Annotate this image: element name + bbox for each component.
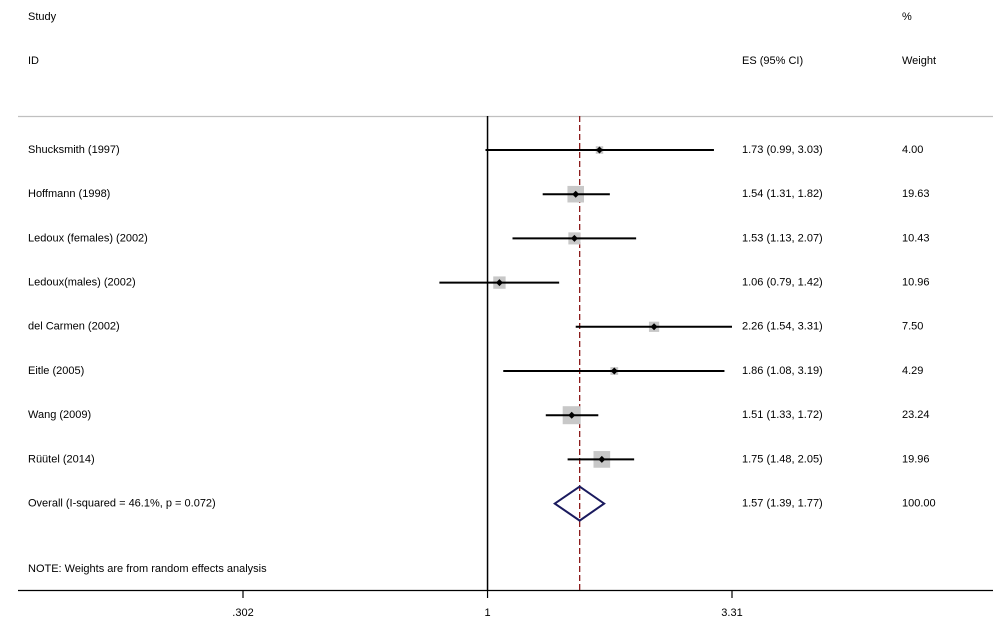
point-estimate — [610, 367, 618, 375]
study-name: Ledoux (females) (2002) — [28, 232, 148, 244]
x-tick-label: 3.31 — [721, 607, 742, 619]
es-ci-value: 1.75 (1.48, 2.05) — [742, 453, 823, 465]
x-tick-label: 1 — [484, 607, 490, 619]
es-ci-value: 1.53 (1.13, 2.07) — [742, 232, 823, 244]
es-ci-value: 1.54 (1.31, 1.82) — [742, 188, 823, 200]
point-estimate — [495, 279, 503, 287]
weight-value: 10.96 — [902, 277, 930, 289]
percent-header: % — [902, 11, 912, 23]
point-estimate — [650, 323, 658, 331]
point-estimate — [595, 146, 603, 154]
weight-value: 4.29 — [902, 365, 923, 377]
overall-es-ci-value: 1.57 (1.39, 1.77) — [742, 498, 823, 510]
es-ci-value: 2.26 (1.54, 3.31) — [742, 321, 823, 333]
study-name: Rüütel (2014) — [28, 453, 95, 465]
overall-weight-value: 100.00 — [902, 498, 936, 510]
weight-column-header: Weight — [902, 55, 937, 67]
point-estimate — [570, 234, 578, 242]
x-tick-label: .302 — [232, 607, 253, 619]
weight-value: 4.00 — [902, 144, 923, 156]
point-estimate — [572, 190, 580, 198]
study-name: Shucksmith (1997) — [28, 144, 120, 156]
overall-diamond — [553, 485, 606, 522]
study-name: Ledoux(males) (2002) — [28, 277, 136, 289]
es-ci-value: 1.51 (1.33, 1.72) — [742, 409, 823, 421]
es-ci-value: 1.86 (1.08, 3.19) — [742, 365, 823, 377]
study-name: Wang (2009) — [28, 409, 91, 421]
weight-value: 7.50 — [902, 321, 923, 333]
weight-value: 19.63 — [902, 188, 930, 200]
weight-value: 19.96 — [902, 453, 930, 465]
study-name: Eitle (2005) — [28, 365, 84, 377]
es-ci-value: 1.73 (0.99, 3.03) — [742, 144, 823, 156]
overall-label: Overall (I-squared = 46.1%, p = 0.072) — [28, 498, 216, 510]
point-estimate — [568, 411, 576, 419]
id-column-header: ID — [28, 55, 39, 67]
point-estimate — [598, 455, 606, 463]
study-name: Hoffmann (1998) — [28, 188, 110, 200]
study-name: del Carmen (2002) — [28, 321, 120, 333]
weight-value: 10.43 — [902, 232, 930, 244]
footnote: NOTE: Weights are from random effects an… — [28, 563, 267, 575]
weight-value: 23.24 — [902, 409, 930, 421]
es-column-header: ES (95% CI) — [742, 55, 804, 67]
es-ci-value: 1.06 (0.79, 1.42) — [742, 277, 823, 289]
study-column-header: Study — [28, 11, 57, 23]
